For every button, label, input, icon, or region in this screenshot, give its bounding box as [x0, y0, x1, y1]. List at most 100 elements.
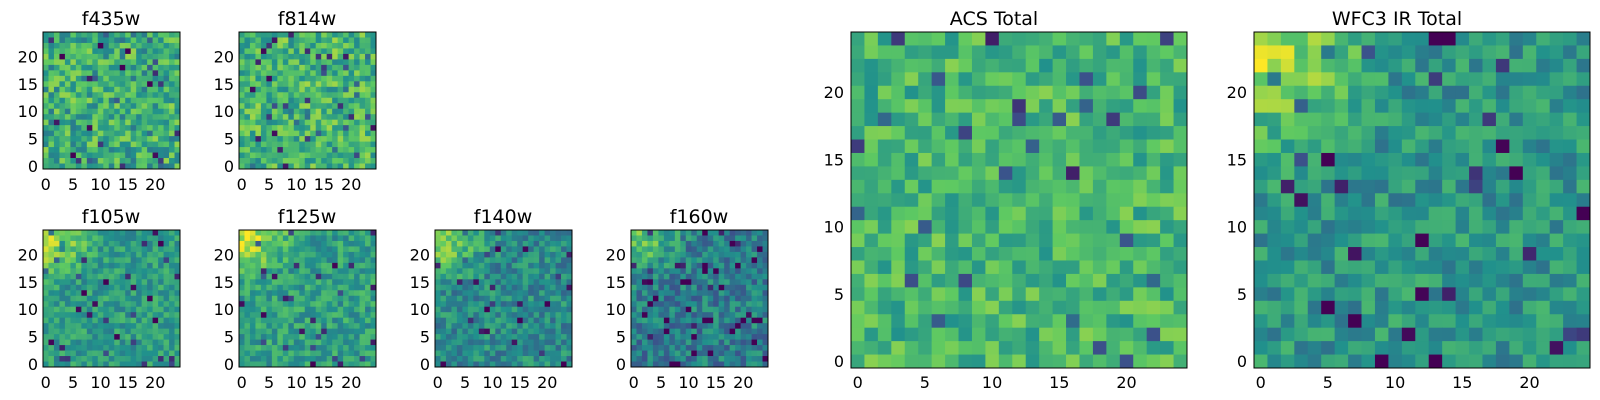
heatmap-cell: [456, 235, 463, 242]
heatmap-cell: [1133, 247, 1148, 261]
heatmap-cell: [539, 235, 545, 242]
heatmap-cell: [266, 262, 273, 269]
heatmap-cell: [740, 306, 747, 313]
heatmap-cell: [337, 147, 344, 153]
heatmap-cell: [1495, 206, 1510, 221]
heatmap-cell: [163, 339, 170, 346]
heatmap-cell: [147, 350, 153, 357]
heatmap-cell: [64, 130, 71, 137]
heatmap-cell: [511, 328, 518, 335]
heatmap-cell: [48, 240, 55, 247]
heatmap-cell: [707, 361, 714, 368]
heatmap-cell: [169, 158, 175, 164]
heatmap-cell: [260, 230, 267, 236]
heatmap-cell: [260, 114, 267, 121]
heatmap-cell: [359, 125, 366, 132]
heatmap-cell: [1374, 220, 1389, 234]
heatmap-cell: [1119, 273, 1134, 288]
heatmap-cell: [293, 361, 300, 368]
heatmap-cell: [652, 230, 659, 236]
heatmap-cell: [484, 334, 491, 340]
heatmap-cell: [260, 306, 267, 313]
heatmap-cell: [354, 97, 360, 104]
heatmap-cell: [304, 268, 311, 275]
heatmap-cell: [506, 306, 513, 313]
heatmap-cell: [435, 257, 441, 264]
heatmap-cell: [108, 295, 115, 302]
heatmap-cell: [266, 64, 273, 71]
heatmap-cell: [1146, 45, 1161, 60]
heatmap-cell: [92, 130, 99, 137]
heatmap-cell: [1294, 72, 1309, 87]
heatmap-cell: [757, 246, 763, 253]
heatmap-cell: [1119, 220, 1134, 234]
heatmap-cell: [147, 125, 153, 132]
heatmap-cell: [1334, 220, 1349, 234]
heatmap-cell: [288, 290, 295, 297]
heatmap-cell: [108, 240, 115, 247]
heatmap-cell: [97, 284, 104, 291]
x-tick-label: 5: [264, 373, 274, 392]
heatmap-cell: [1066, 341, 1080, 355]
heatmap-cell: [48, 246, 55, 253]
heatmap-cell: [435, 350, 441, 357]
heatmap-cell: [326, 64, 333, 71]
heatmap-cell: [348, 312, 355, 319]
heatmap-cell: [467, 328, 474, 335]
heatmap-cell: [707, 356, 714, 362]
heatmap-cell: [746, 240, 752, 247]
heatmap-cell: [456, 328, 463, 335]
heatmap-cell: [528, 257, 535, 264]
heatmap-cell: [239, 328, 245, 335]
heatmap-cell: [931, 126, 946, 140]
heatmap-cell: [239, 86, 245, 93]
heatmap-cell: [478, 295, 485, 302]
heatmap-cell: [337, 81, 344, 88]
heatmap-cell: [631, 230, 637, 236]
heatmap-cell: [1563, 99, 1577, 114]
heatmap-cell: [533, 339, 540, 346]
heatmap-cell: [1442, 220, 1456, 234]
heatmap-cell: [1536, 99, 1551, 114]
heatmap-cell: [271, 361, 278, 368]
heatmap-cell: [103, 163, 110, 170]
heatmap-cell: [506, 279, 513, 286]
heatmap-cell: [1469, 112, 1483, 127]
heatmap-cell: [877, 85, 892, 100]
heatmap-cell: [511, 356, 518, 362]
heatmap-cell: [435, 328, 441, 335]
heatmap-cell: [108, 339, 115, 346]
heatmap-cell: [310, 103, 317, 110]
heatmap-cell: [103, 125, 110, 132]
heatmap-cell: [337, 230, 344, 236]
heatmap-cell: [310, 334, 317, 340]
heatmap-cell: [691, 317, 698, 324]
heatmap-cell: [1563, 247, 1577, 261]
heatmap-cell: [70, 97, 77, 104]
heatmap-cell: [147, 273, 153, 280]
heatmap-cell: [114, 251, 121, 258]
heatmap-cell: [244, 240, 251, 247]
heatmap-cell: [119, 279, 126, 286]
heatmap-cell: [566, 317, 573, 324]
heatmap-cell: [1307, 193, 1322, 208]
heatmap-cell: [255, 152, 262, 159]
heatmap-cell: [751, 230, 758, 236]
heatmap-cell: [59, 356, 66, 362]
heatmap-cell: [75, 152, 82, 159]
heatmap-cell: [271, 257, 278, 264]
heatmap-cell: [370, 361, 377, 368]
heatmap-cell: [321, 323, 328, 330]
heatmap-cell: [163, 163, 170, 170]
heatmap-cell: [103, 130, 110, 137]
heatmap-cell: [271, 246, 278, 253]
heatmap-cell: [1160, 85, 1174, 100]
heatmap-cell: [478, 301, 485, 308]
heatmap-cell: [500, 312, 507, 319]
heatmap-cell: [1160, 32, 1174, 46]
heatmap-cell: [266, 86, 273, 93]
heatmap-cell: [1173, 233, 1188, 248]
heatmap-cell: [255, 59, 262, 66]
heatmap-cell: [931, 247, 946, 261]
heatmap-cell: [321, 92, 328, 99]
